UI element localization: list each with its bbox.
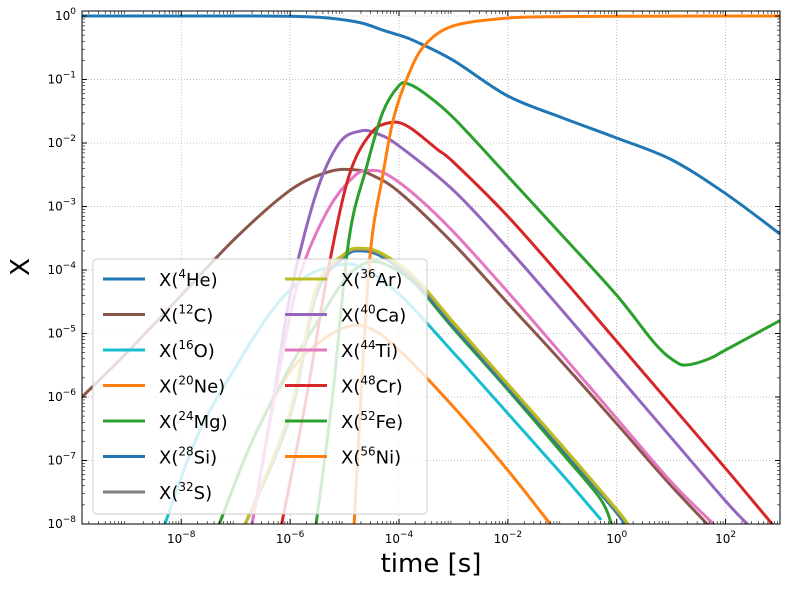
legend-label: X(56Ni) — [341, 445, 401, 469]
y-tick-label: 10−8 — [47, 515, 76, 531]
x-tick-label: 10−8 — [167, 530, 196, 546]
legend-box — [92, 258, 428, 515]
legend-label: X(52Fe) — [341, 409, 403, 433]
y-tick-label: 100 — [55, 7, 76, 23]
axis-ticks: 10−8 10−6 10−4 10−2 100 102 10−8 10−7 10−6 10−5 10… — [47, 7, 780, 546]
y-tick-label: 10−2 — [47, 134, 76, 150]
x-tick-label: 10−4 — [385, 530, 414, 546]
x-tick-label: 10−6 — [276, 530, 305, 546]
legend: X(4He) X(12C) X(16O) X(20Ne) X(24Mg) X(28Si) X… — [92, 258, 428, 515]
y-tick-label: 10−4 — [47, 261, 76, 277]
x-tick-label: 100 — [606, 530, 627, 546]
x-tick-label: 102 — [715, 530, 736, 546]
legend-label: X(28Si) — [159, 445, 217, 469]
x-tick-label: 10−2 — [494, 530, 523, 546]
legend-label: X(40Ca) — [341, 303, 406, 327]
legend-label: X(32S) — [159, 480, 212, 504]
legend-label: X(44Ti) — [341, 338, 398, 362]
legend-label: X(12C) — [159, 303, 213, 327]
legend-label: X(16O) — [159, 338, 215, 362]
legend-label: X(24Mg) — [159, 409, 228, 433]
y-tick-label: 10−3 — [47, 198, 76, 214]
y-tick-label: 10−6 — [47, 388, 76, 404]
plot-frame — [81, 10, 781, 525]
legend-label: X(48Cr) — [341, 374, 403, 398]
y-axis-title: X — [6, 258, 36, 276]
series-line-fe — [314, 81, 780, 524]
y-tick-label: 10−7 — [47, 452, 76, 468]
y-tick-label: 10−1 — [47, 71, 76, 87]
series-line-he — [82, 14, 780, 236]
x-axis-title: time [s] — [381, 549, 482, 579]
y-tick-label: 10−5 — [47, 325, 76, 341]
legend-label: X(4He) — [159, 267, 218, 291]
legend-label: X(20Ne) — [159, 374, 225, 398]
legend-label: X(36Ar) — [341, 267, 402, 291]
